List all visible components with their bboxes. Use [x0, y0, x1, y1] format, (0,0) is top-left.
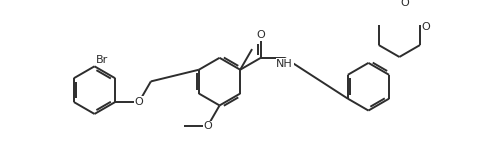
Text: Br: Br — [96, 55, 109, 66]
Text: O: O — [203, 121, 212, 131]
Text: O: O — [422, 22, 431, 32]
Text: O: O — [135, 97, 143, 107]
Text: O: O — [400, 0, 409, 8]
Text: NH: NH — [276, 59, 293, 69]
Text: O: O — [256, 30, 265, 40]
